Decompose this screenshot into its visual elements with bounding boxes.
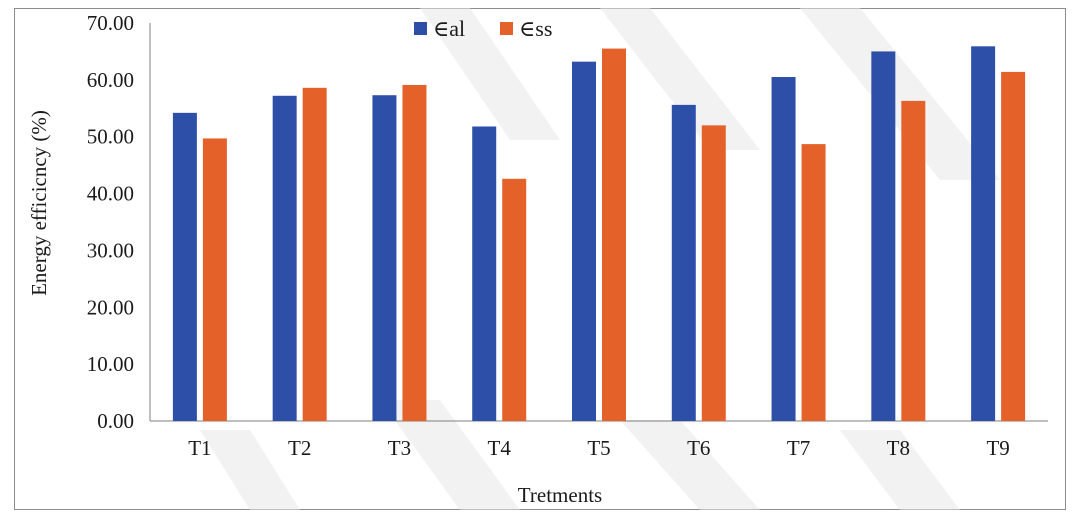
legend-label: ∈ss (519, 16, 552, 41)
bar-t9-series-2 (1001, 71, 1026, 421)
y-tick-label: 50.00 (87, 125, 134, 149)
x-tick-label: T7 (787, 436, 810, 460)
x-tick-label: T9 (986, 436, 1009, 460)
bar-t1-series-2 (202, 138, 227, 422)
bar-t4-series-2 (502, 178, 527, 421)
x-tick-label: T6 (687, 436, 710, 460)
y-tick-label: 70.00 (87, 11, 134, 35)
bar-t1-series-1 (172, 112, 197, 421)
bar-t9-series-1 (971, 46, 996, 421)
bar-t8-series-2 (901, 100, 926, 421)
x-tick-label: T4 (488, 436, 512, 460)
bar-t5-series-1 (572, 61, 596, 422)
y-tick-label: 40.00 (87, 182, 134, 206)
x-axis: T1 T2 T3 T4 T5 T6 T7 T8 T9 (150, 420, 1048, 460)
bar-t3-series-2 (402, 84, 427, 421)
y-tick-label: 60.00 (87, 68, 134, 92)
legend-swatch (500, 22, 513, 35)
bar-t2-series-2 (302, 87, 327, 422)
bar-t3-series-1 (372, 95, 397, 422)
y-tick-label: 10.00 (87, 352, 134, 376)
x-tick-label: T1 (188, 436, 211, 460)
y-tick-label: 20.00 (87, 295, 134, 319)
legend-swatch (414, 22, 427, 35)
bar-t6-series-1 (671, 104, 696, 422)
bar-t7-series-2 (801, 144, 826, 421)
y-axis-title: Energy efficicncy (%) (27, 110, 51, 296)
y-axis: 0.00 10.00 20.00 30.00 40.00 50.00 60.00 70.00 (87, 11, 151, 433)
x-tick-label: T2 (288, 436, 311, 460)
bar-t6-series-2 (701, 125, 726, 421)
x-tick-label: T5 (587, 436, 610, 460)
x-axis-title: Tretments (518, 483, 602, 507)
bar-t4-series-1 (472, 126, 497, 421)
y-tick-label: 0.00 (97, 409, 134, 433)
bar-t8-series-1 (871, 51, 896, 422)
y-tick-label: 30.00 (87, 238, 134, 262)
legend: ∈al ∈ss (414, 16, 552, 41)
bar-t7-series-1 (771, 77, 796, 421)
x-tick-label: T8 (887, 436, 910, 460)
watermark-stripes (200, 8, 1000, 510)
bar-t5-series-2 (602, 48, 626, 421)
legend-label: ∈al (433, 16, 465, 41)
x-tick-label: T3 (388, 436, 411, 460)
bars (172, 46, 1026, 422)
bar-t2-series-1 (272, 95, 297, 421)
